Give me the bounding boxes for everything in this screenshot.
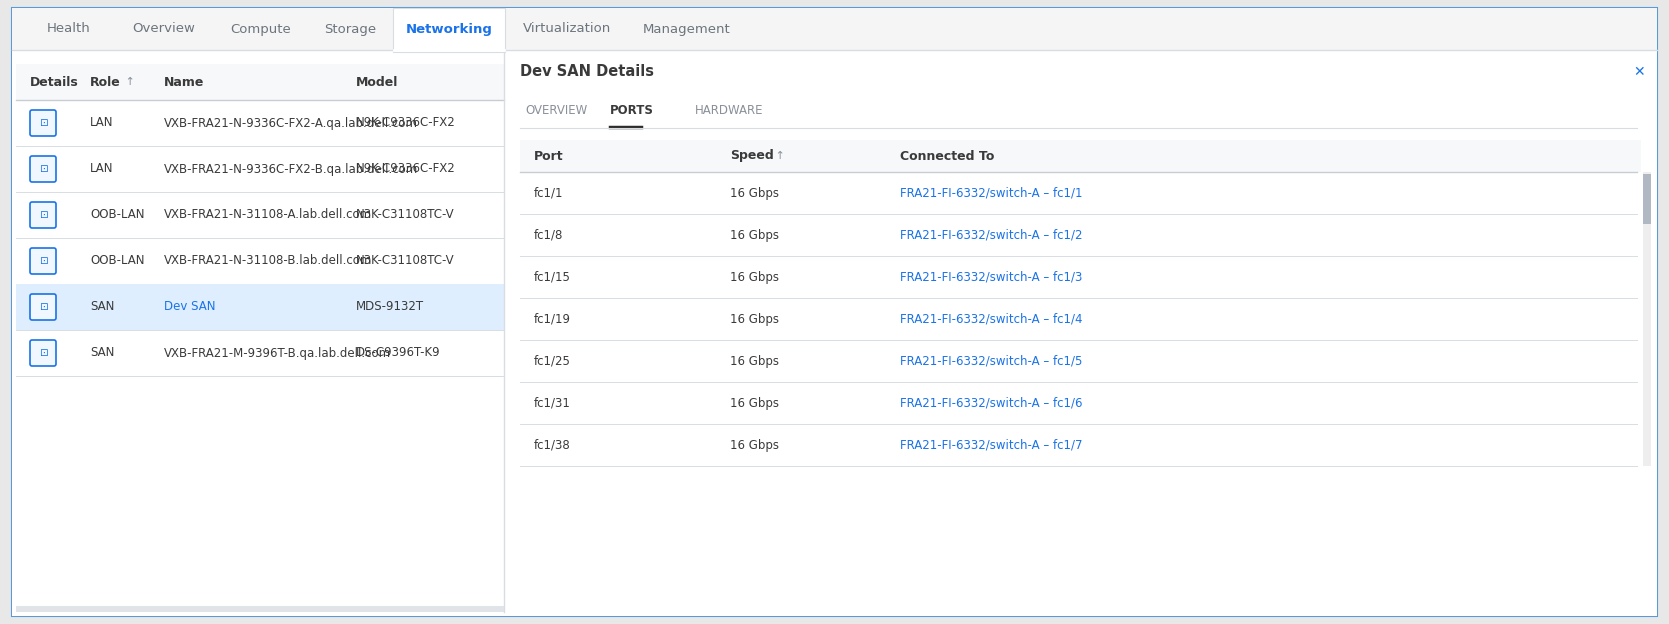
Text: fc1/15: fc1/15	[534, 270, 571, 283]
Text: Health: Health	[47, 22, 90, 36]
Text: MDS-9132T: MDS-9132T	[355, 301, 424, 313]
Text: 16 Gbps: 16 Gbps	[729, 270, 779, 283]
Bar	[17, 64, 504, 100]
Text: OVERVIEW: OVERVIEW	[526, 104, 587, 117]
Text: FRA21-FI-6332/switch-A – fc1/1: FRA21-FI-6332/switch-A – fc1/1	[900, 187, 1083, 200]
Text: Virtualization: Virtualization	[522, 22, 611, 36]
Text: FRA21-FI-6332/switch-A – fc1/2: FRA21-FI-6332/switch-A – fc1/2	[900, 228, 1083, 241]
Text: LAN: LAN	[90, 162, 113, 175]
FancyBboxPatch shape	[30, 248, 57, 274]
Text: VXB-FRA21-N-9336C-FX2-A.qa.lab.dell.com: VXB-FRA21-N-9336C-FX2-A.qa.lab.dell.com	[164, 117, 417, 130]
Text: ⊡: ⊡	[38, 118, 47, 128]
Text: ↑: ↑	[122, 77, 135, 87]
FancyBboxPatch shape	[30, 294, 57, 320]
Text: fc1/8: fc1/8	[534, 228, 564, 241]
Bar	[1642, 174, 1651, 224]
Text: N9K-C9336C-FX2: N9K-C9336C-FX2	[355, 117, 456, 130]
FancyBboxPatch shape	[30, 156, 57, 182]
Text: Networking: Networking	[406, 22, 492, 36]
Text: 16 Gbps: 16 Gbps	[729, 396, 779, 409]
Text: Dev SAN: Dev SAN	[164, 301, 215, 313]
Text: ⊡: ⊡	[38, 164, 47, 174]
FancyBboxPatch shape	[30, 110, 57, 136]
Text: Role: Role	[90, 76, 120, 89]
Text: Connected To: Connected To	[900, 150, 995, 162]
Text: HARDWARE: HARDWARE	[694, 104, 763, 117]
FancyBboxPatch shape	[30, 340, 57, 366]
Text: FRA21-FI-6332/switch-A – fc1/3: FRA21-FI-6332/switch-A – fc1/3	[900, 270, 1083, 283]
Text: OOB-LAN: OOB-LAN	[90, 255, 145, 268]
Bar	[12, 8, 1657, 50]
FancyBboxPatch shape	[30, 202, 57, 228]
Text: 16 Gbps: 16 Gbps	[729, 439, 779, 452]
Text: 16 Gbps: 16 Gbps	[729, 313, 779, 326]
Text: FRA21-FI-6332/switch-A – fc1/4: FRA21-FI-6332/switch-A – fc1/4	[900, 313, 1083, 326]
Text: FRA21-FI-6332/switch-A – fc1/5: FRA21-FI-6332/switch-A – fc1/5	[900, 354, 1083, 368]
Bar	[392, 8, 506, 52]
Text: FRA21-FI-6332/switch-A – fc1/6: FRA21-FI-6332/switch-A – fc1/6	[900, 396, 1083, 409]
Text: SAN: SAN	[90, 301, 115, 313]
Text: ⊡: ⊡	[38, 302, 47, 312]
Text: Overview: Overview	[132, 22, 195, 36]
Text: Management: Management	[643, 22, 731, 36]
Text: 16 Gbps: 16 Gbps	[729, 228, 779, 241]
Text: Port: Port	[534, 150, 564, 162]
Text: VXB-FRA21-N-9336C-FX2-B.qa.lab.dell.com: VXB-FRA21-N-9336C-FX2-B.qa.lab.dell.com	[164, 162, 419, 175]
Text: Compute: Compute	[230, 22, 290, 36]
Text: VXB-FRA21-N-31108-B.lab.dell.com: VXB-FRA21-N-31108-B.lab.dell.com	[164, 255, 372, 268]
Text: Model: Model	[355, 76, 399, 89]
Text: ✕: ✕	[1634, 65, 1646, 79]
Text: ⊡: ⊡	[38, 210, 47, 220]
Text: Speed: Speed	[729, 150, 774, 162]
Text: N3K-C31108TC-V: N3K-C31108TC-V	[355, 208, 454, 222]
Text: Name: Name	[164, 76, 204, 89]
Text: fc1/38: fc1/38	[534, 439, 571, 452]
Text: DS-C9396T-K9: DS-C9396T-K9	[355, 346, 441, 359]
Bar	[17, 284, 504, 330]
Text: fc1/25: fc1/25	[534, 354, 571, 368]
Text: ⊡: ⊡	[38, 256, 47, 266]
Text: Dev SAN Details: Dev SAN Details	[521, 64, 654, 79]
Text: Details: Details	[30, 76, 78, 89]
Text: fc1/1: fc1/1	[534, 187, 564, 200]
Text: FRA21-FI-6332/switch-A – fc1/7: FRA21-FI-6332/switch-A – fc1/7	[900, 439, 1083, 452]
Text: 16 Gbps: 16 Gbps	[729, 187, 779, 200]
Text: SAN: SAN	[90, 346, 115, 359]
Text: LAN: LAN	[90, 117, 113, 130]
Bar	[17, 606, 504, 612]
Text: N9K-C9336C-FX2: N9K-C9336C-FX2	[355, 162, 456, 175]
Text: ↑: ↑	[773, 151, 784, 161]
Bar	[1642, 172, 1651, 466]
Text: Storage: Storage	[324, 22, 376, 36]
Text: ⊡: ⊡	[38, 348, 47, 358]
Text: VXB-FRA21-M-9396T-B.qa.lab.dell.com: VXB-FRA21-M-9396T-B.qa.lab.dell.com	[164, 346, 391, 359]
Text: PORTS: PORTS	[609, 104, 654, 117]
Text: VXB-FRA21-N-31108-A.lab.dell.com: VXB-FRA21-N-31108-A.lab.dell.com	[164, 208, 372, 222]
Text: N3K-C31108TC-V: N3K-C31108TC-V	[355, 255, 454, 268]
Bar	[521, 140, 1641, 172]
Text: OOB-LAN: OOB-LAN	[90, 208, 145, 222]
Text: fc1/19: fc1/19	[534, 313, 571, 326]
Text: 16 Gbps: 16 Gbps	[729, 354, 779, 368]
Text: fc1/31: fc1/31	[534, 396, 571, 409]
